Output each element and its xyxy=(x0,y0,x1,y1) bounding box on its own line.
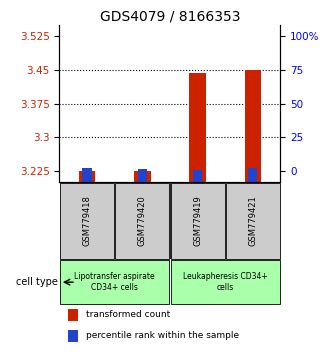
Text: Leukapheresis CD34+
cells: Leukapheresis CD34+ cells xyxy=(183,273,268,292)
FancyBboxPatch shape xyxy=(60,183,114,259)
FancyBboxPatch shape xyxy=(60,260,169,304)
FancyBboxPatch shape xyxy=(226,183,280,259)
Title: GDS4079 / 8166353: GDS4079 / 8166353 xyxy=(100,10,240,24)
Bar xyxy=(193,170,202,182)
Text: GSM779420: GSM779420 xyxy=(138,195,147,246)
Text: transformed count: transformed count xyxy=(86,310,170,320)
Bar xyxy=(189,73,206,182)
Text: GSM779418: GSM779418 xyxy=(82,195,91,246)
Bar xyxy=(79,171,95,182)
FancyBboxPatch shape xyxy=(115,183,169,259)
Text: GSM779421: GSM779421 xyxy=(248,195,257,246)
Text: Lipotransfer aspirate
CD34+ cells: Lipotransfer aspirate CD34+ cells xyxy=(74,273,155,292)
Text: cell type: cell type xyxy=(16,277,58,287)
Bar xyxy=(138,169,147,182)
Bar xyxy=(245,70,261,182)
Bar xyxy=(68,309,78,321)
FancyBboxPatch shape xyxy=(171,260,280,304)
Bar xyxy=(68,330,78,342)
Bar xyxy=(134,171,150,182)
Bar xyxy=(82,168,92,182)
Bar xyxy=(248,168,257,182)
Text: GSM779419: GSM779419 xyxy=(193,195,202,246)
Text: percentile rank within the sample: percentile rank within the sample xyxy=(86,331,239,341)
FancyBboxPatch shape xyxy=(171,183,225,259)
